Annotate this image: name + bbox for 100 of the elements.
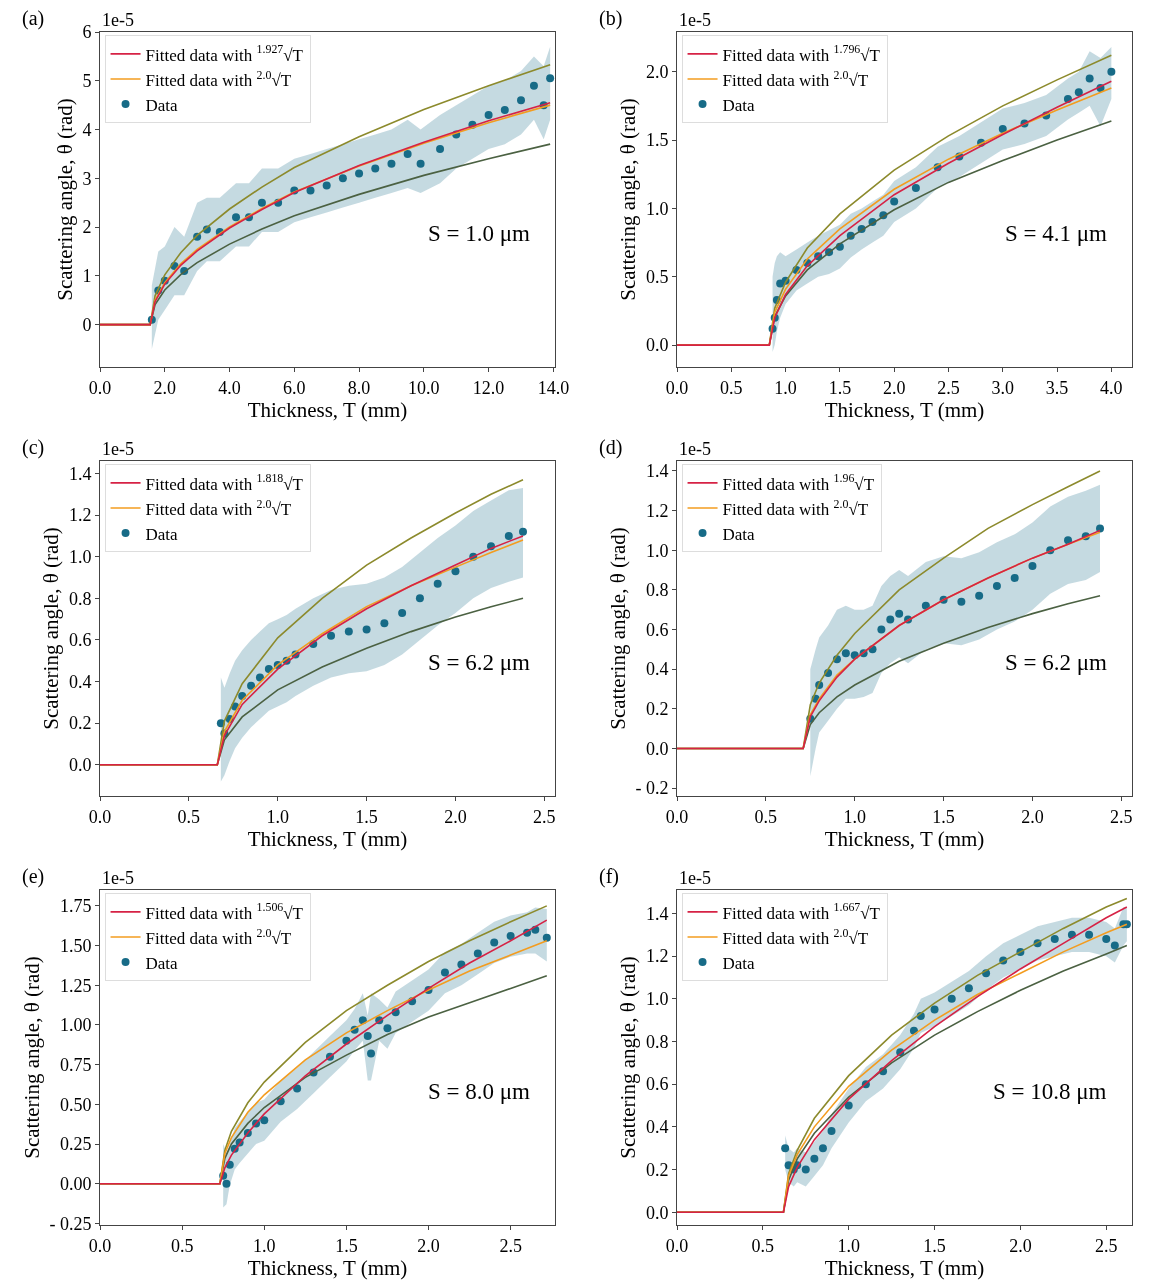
text: (d) bbox=[599, 436, 623, 459]
text: (c) bbox=[22, 436, 45, 459]
y-tick-label: 3 bbox=[82, 168, 92, 189]
y-tick-label: 1.0 bbox=[68, 547, 92, 568]
x-tick-label: 2.0 bbox=[153, 377, 177, 398]
x-axis-title: Thickness, T (mm) bbox=[824, 826, 985, 851]
y-tick-label: 0.8 bbox=[68, 588, 92, 609]
text: 1e-5 bbox=[679, 868, 711, 888]
x-axis-title: Thickness, T (mm) bbox=[247, 826, 408, 851]
y-tick-label: 6 bbox=[82, 22, 92, 43]
x-tick-label: 2.5 bbox=[937, 377, 960, 398]
x-tick-label: 1.5 bbox=[828, 377, 852, 398]
x-tick-label: 0.0 bbox=[665, 377, 689, 398]
y-tick-label: 0.8 bbox=[645, 1031, 669, 1052]
legend-label: Fitted data with $^{1.927}$√T bbox=[145, 42, 304, 65]
y-axis-title: Scattering angle, θ (rad) bbox=[52, 98, 77, 301]
legend-label: Fitted data with $^{1.96}$√T bbox=[722, 471, 875, 494]
annotation: S = 1.0 μm bbox=[428, 221, 531, 246]
y-tick-label: 0.0 bbox=[68, 755, 92, 776]
x-tick-label: 1.0 bbox=[774, 377, 797, 398]
x-tick-label: 2.0 bbox=[444, 806, 467, 827]
y-tick-label: 1.2 bbox=[68, 505, 92, 526]
x-tick-label: 12.0 bbox=[472, 377, 505, 398]
text: (b) bbox=[599, 7, 623, 30]
annotation: S = 6.2 μm bbox=[428, 650, 531, 675]
y-axis-title: Scattering angle, θ (rad) bbox=[39, 527, 64, 730]
y-tick-label: 0.25 bbox=[59, 1134, 92, 1155]
y-tick-label: 0.0 bbox=[645, 335, 669, 356]
y-tick-label: 0.6 bbox=[645, 1074, 669, 1095]
y-tick-label: 0.0 bbox=[645, 1202, 669, 1223]
y-tick-label: 2.0 bbox=[645, 61, 669, 82]
x-tick-label: 0.5 bbox=[170, 1235, 194, 1256]
y-tick-label: 0.6 bbox=[645, 619, 669, 640]
legend-label: Fitted data with $^{1.506}$√T bbox=[145, 900, 304, 923]
legend-label: Data bbox=[722, 524, 756, 544]
x-tick-label: 0.5 bbox=[751, 1235, 775, 1256]
annotation: S = 4.1 μm bbox=[1005, 221, 1108, 246]
x-tick-label: 2.5 bbox=[1095, 1235, 1118, 1256]
y-tick-label: 2 bbox=[82, 217, 92, 238]
y-tick-label: 1.2 bbox=[645, 500, 669, 521]
y-tick-label: 0.4 bbox=[645, 659, 669, 680]
x-tick-label: 14.0 bbox=[537, 377, 570, 398]
legend-label: Fitted data with $^{2.0}$√T bbox=[145, 67, 292, 90]
y-tick-label: 0.2 bbox=[645, 699, 669, 720]
legend-label: Data bbox=[145, 95, 179, 115]
x-tick-label: 1.0 bbox=[843, 806, 866, 827]
x-tick-label: 8.0 bbox=[347, 377, 371, 398]
y-tick-label: 1.0 bbox=[645, 540, 669, 561]
y-axis-title: Scattering angle, θ (rad) bbox=[616, 98, 641, 301]
y-tick-label: 0.2 bbox=[645, 1159, 669, 1180]
y-tick-label: 1.5 bbox=[645, 130, 669, 151]
y-tick-label: 0.5 bbox=[645, 267, 669, 288]
x-axis-title: Thickness, T (mm) bbox=[824, 397, 985, 422]
legend-label: Fitted data with $^{1.667}$√T bbox=[722, 900, 881, 923]
y-tick-label: 0.2 bbox=[68, 713, 92, 734]
y-tick-label: 5 bbox=[82, 71, 92, 92]
x-tick-label: 2.0 bbox=[417, 1235, 440, 1256]
y-tick-label: 0.00 bbox=[59, 1174, 92, 1195]
y-tick-label: 1.00 bbox=[59, 1015, 92, 1036]
x-tick-label: 0.5 bbox=[720, 377, 743, 398]
y-tick-label: 0.75 bbox=[59, 1054, 92, 1075]
x-tick-label: 4.0 bbox=[1100, 377, 1123, 398]
legend-label: Fitted data with $^{1.818}$√T bbox=[145, 471, 304, 494]
y-tick-label: 0.4 bbox=[68, 671, 92, 692]
y-tick-label: 1.4 bbox=[68, 463, 92, 484]
y-tick-label: 4 bbox=[82, 119, 92, 140]
x-tick-label: 3.0 bbox=[991, 377, 1015, 398]
text: 1e-5 bbox=[102, 439, 134, 459]
x-tick-label: 3.5 bbox=[1045, 377, 1069, 398]
legend-label: Fitted data with $^{2.0}$√T bbox=[722, 925, 869, 948]
y-tick-label: 1.0 bbox=[645, 198, 669, 219]
legend-label: Data bbox=[145, 953, 179, 973]
x-tick-label: 2.0 bbox=[1021, 806, 1044, 827]
y-tick-label: 0.4 bbox=[645, 1117, 669, 1138]
text: 1e-5 bbox=[102, 10, 134, 30]
x-tick-label: 0.5 bbox=[754, 806, 778, 827]
text: 1e-5 bbox=[679, 439, 711, 459]
x-tick-label: 2.0 bbox=[882, 377, 906, 398]
x-tick-label: 2.0 bbox=[1009, 1235, 1032, 1256]
y-tick-label: 0 bbox=[82, 314, 92, 335]
x-tick-label: 1.0 bbox=[253, 1235, 276, 1256]
x-tick-label: 2.5 bbox=[1110, 806, 1133, 827]
annotation: S = 10.8 μm bbox=[993, 1079, 1107, 1104]
x-tick-label: 1.0 bbox=[837, 1235, 860, 1256]
x-tick-label: 2.5 bbox=[499, 1235, 522, 1256]
x-tick-label: 6.0 bbox=[283, 377, 306, 398]
y-tick-label: 1.2 bbox=[645, 946, 669, 967]
text: (e) bbox=[22, 865, 45, 888]
x-tick-label: 0.5 bbox=[177, 806, 201, 827]
y-axis-title: Scattering angle, θ (rad) bbox=[605, 527, 630, 730]
y-tick-label: 0.6 bbox=[68, 630, 92, 651]
text: 1e-5 bbox=[102, 868, 134, 888]
text: (a) bbox=[22, 7, 45, 30]
y-tick-label: 1.50 bbox=[59, 935, 92, 956]
y-tick-label: 1.4 bbox=[645, 461, 669, 482]
x-tick-label: 2.5 bbox=[533, 806, 556, 827]
y-tick-label: 1.75 bbox=[59, 896, 92, 917]
x-axis-title: Thickness, T (mm) bbox=[247, 397, 408, 422]
x-tick-label: 10.0 bbox=[408, 377, 440, 398]
legend-label: Fitted data with $^{2.0}$√T bbox=[722, 496, 869, 519]
